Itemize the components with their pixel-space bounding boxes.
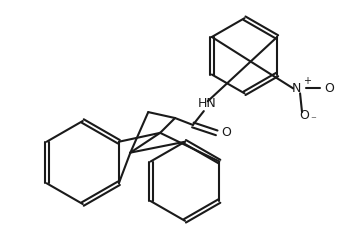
Text: +: + [303,77,311,86]
Text: O: O [324,82,334,95]
Text: O: O [299,108,309,121]
Text: N: N [292,82,301,95]
Text: O: O [222,126,232,139]
Text: ⁻: ⁻ [310,115,316,125]
Text: HN: HN [198,97,217,110]
